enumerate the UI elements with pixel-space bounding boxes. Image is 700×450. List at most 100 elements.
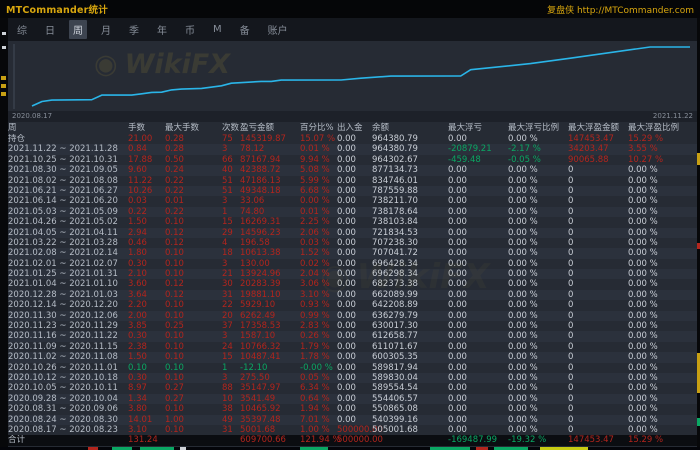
tab-月[interactable]: 月: [101, 26, 111, 37]
table-row[interactable]: 2021.05.03 ~ 2021.05.09 0.22 0.22 1 74.80 0.0…: [0, 206, 697, 218]
table-cell: 696428.34: [372, 258, 418, 269]
table-cell: 2021.11.22 ~ 2021.11.28: [8, 144, 118, 155]
table-cell: 18: [222, 248, 233, 259]
table-cell: 74.80: [240, 206, 265, 217]
table-row[interactable]: 2021.08.30 ~ 2021.09.05 9.60 0.24 40 42388.7…: [0, 165, 697, 176]
table-row[interactable]: 2021.01.25 ~ 2021.01.31 2.10 0.10 21 13924.9…: [0, 269, 697, 280]
table-row[interactable]: 2020.12.14 ~ 2020.12.20 2.20 0.10 22 5929.10…: [0, 300, 697, 310]
table-cell: 0.00: [448, 206, 467, 217]
table-total-row[interactable]: 合计 131.24 609700.66 121.94 % 500000.00 -16948…: [0, 435, 697, 446]
table-cell: 2021.06.21 ~ 2021.06.27: [8, 185, 118, 196]
table-cell: 0.00 %: [628, 372, 658, 383]
tab-M[interactable]: M: [213, 24, 222, 35]
edge-artifact: [697, 418, 700, 426]
table-row[interactable]: 2020.10.05 ~ 2020.10.11 8.97 0.27 88 35147.9…: [0, 383, 697, 393]
table-row[interactable]: 2020.09.28 ~ 2020.10.04 1.34 0.27 10 3541.49…: [0, 393, 697, 405]
table-cell: 0.00: [448, 372, 467, 383]
table-cell: 0.00: [337, 206, 356, 217]
table-cell: 3.55 %: [628, 144, 658, 155]
table-row[interactable]: 2020.11.30 ~ 2020.12.06 2.00 0.10 20 6262.49…: [0, 310, 697, 322]
tab-日[interactable]: 日: [45, 26, 55, 37]
table-cell: 0.00: [337, 175, 356, 186]
table-cell: 3: [222, 196, 228, 207]
edge-artifact: [140, 447, 174, 450]
table-row[interactable]: 2021.04.26 ~ 2021.05.02 1.50 0.10 15 16269.3…: [0, 217, 697, 227]
table-cell: 0.00: [448, 362, 467, 373]
table-row[interactable]: 2021.06.14 ~ 2021.06.20 0.03 0.01 3 33.06 0.0…: [0, 196, 697, 206]
table-cell: 964302.67: [372, 154, 418, 165]
table-cell: 0.10: [165, 331, 184, 342]
tab-综[interactable]: 综: [17, 26, 27, 37]
table-row[interactable]: 2020.12.28 ~ 2021.01.03 3.64 0.12 31 19881.1…: [0, 289, 697, 301]
table-cell: 540399.16: [372, 414, 418, 425]
tab-备[interactable]: 备: [239, 26, 250, 37]
table-cell: 0.28: [165, 134, 184, 144]
table-cell: 0.00: [337, 154, 356, 165]
tab-周[interactable]: 周: [69, 20, 87, 39]
table-cell: 2020.11.30 ~ 2020.12.06: [8, 310, 118, 321]
table-cell: 0: [568, 362, 574, 373]
table-cell: 0.00: [448, 248, 467, 259]
table-cell: 3.80: [128, 404, 147, 415]
table-row[interactable]: 2021.10.25 ~ 2021.10.31 17.88 0.50 66 87167.…: [0, 155, 697, 165]
table-cell: 0.05 %: [300, 372, 330, 383]
table-cell: 2020.08.31 ~ 2020.09.06: [8, 404, 118, 415]
table-cell: 0.02 %: [300, 258, 330, 269]
table-row[interactable]: 2020.10.12 ~ 2020.10.18 0.30 0.10 3 275.50 0.…: [0, 372, 697, 384]
table-row[interactable]: 2020.10.26 ~ 2020.11.01 0.10 0.10 1 -12.10 -0…: [0, 363, 697, 373]
table-cell: 0.12: [165, 289, 184, 300]
table-row[interactable]: 2020.11.16 ~ 2020.11.22 0.30 0.10 3 1587.10 0…: [0, 331, 697, 342]
table-cell: 0.00 %: [628, 331, 658, 342]
tab-币[interactable]: 币: [185, 26, 195, 37]
table-cell: 0.00: [337, 258, 356, 269]
table-cell: 0.10: [165, 404, 184, 415]
table-cell: 10.27 %: [628, 154, 664, 165]
table-cell: 0.10: [128, 362, 147, 373]
table-row[interactable]: 2020.08.31 ~ 2020.09.06 3.80 0.10 38 10465.9…: [0, 404, 697, 414]
table-cell: 0.00: [337, 372, 356, 383]
edge-artifact: [180, 447, 186, 450]
table-cell: 0.00 %: [628, 300, 658, 311]
table-row[interactable]: 2021.02.01 ~ 2021.02.07 0.30 0.10 3 130.00 0.…: [0, 259, 697, 269]
table-cell: 2021.06.14 ~ 2021.06.20: [8, 196, 118, 207]
table-cell: 0.00 %: [628, 310, 658, 321]
table-cell: 0.00: [448, 227, 467, 238]
table-cell: 0.00 %: [508, 372, 538, 383]
edge-artifact: [697, 353, 700, 393]
tab-年[interactable]: 年: [157, 26, 167, 37]
table-cell: 0: [568, 175, 574, 186]
table-row[interactable]: 持仓 21.00 0.28 75 145319.87 15.07 % 0.00 964380.…: [0, 134, 697, 144]
table-cell: 0.84: [128, 144, 147, 155]
table-row[interactable]: 2020.11.23 ~ 2020.11.29 3.85 0.25 37 17358.5…: [0, 321, 697, 331]
table-row[interactable]: 2021.06.21 ~ 2021.06.27 10.26 0.22 51 49348.…: [0, 185, 697, 197]
table-row[interactable]: 2021.04.05 ~ 2021.04.11 2.94 0.12 29 14596.2…: [0, 227, 697, 238]
table-cell: 0: [568, 165, 574, 176]
table-cell: 3: [222, 144, 228, 155]
table-cell: 0.00: [448, 341, 467, 352]
table-cell: 0.00 %: [628, 227, 658, 238]
brand-link[interactable]: 复盘侠 http://MTCommander.com: [547, 5, 694, 16]
table-row[interactable]: 2020.11.02 ~ 2020.11.08 1.50 0.10 15 10487.4…: [0, 352, 697, 363]
table-cell: 0.12: [165, 227, 184, 238]
table-row[interactable]: 2021.01.04 ~ 2021.01.10 3.60 0.12 30 20283.3…: [0, 279, 697, 289]
table-row[interactable]: 2020.08.24 ~ 2020.08.30 14.01 1.00 49 35397.…: [0, 414, 697, 425]
table-cell: 0.22: [165, 185, 184, 196]
table-cell: 33.06: [240, 196, 265, 207]
table-row[interactable]: 2021.02.08 ~ 2021.02.14 1.80 0.10 18 10613.3…: [0, 248, 697, 259]
table-row[interactable]: 2021.03.22 ~ 2021.03.28 0.46 0.12 4 196.58 0.…: [0, 238, 697, 248]
table-cell: 2021.01.04 ~ 2021.01.10: [8, 279, 118, 290]
table-cell: 0.93 %: [300, 300, 330, 311]
table-cell: 6.68 %: [300, 185, 330, 196]
table-cell: 0.00 %: [508, 258, 538, 269]
table-cell: 51: [222, 185, 233, 196]
table-cell: 0.01 %: [300, 144, 330, 155]
table-row[interactable]: 2021.11.22 ~ 2021.11.28 0.84 0.28 3 78.12 0.0…: [0, 144, 697, 155]
equity-line: [31, 46, 690, 107]
table-cell: 0.00 %: [628, 404, 658, 415]
table-cell: 2021.04.05 ~ 2021.04.11: [8, 227, 118, 238]
table-row[interactable]: 2021.08.02 ~ 2021.08.08 11.22 0.22 51 47186.…: [0, 176, 697, 186]
tab-账户[interactable]: 账户: [267, 26, 288, 37]
table-row[interactable]: 2020.11.09 ~ 2020.11.15 2.38 0.10 24 10766.3…: [0, 342, 697, 352]
tab-季[interactable]: 季: [129, 26, 139, 37]
table-row[interactable]: 2020.08.17 ~ 2020.08.23 3.10 0.10 31 5001.68…: [0, 425, 697, 435]
